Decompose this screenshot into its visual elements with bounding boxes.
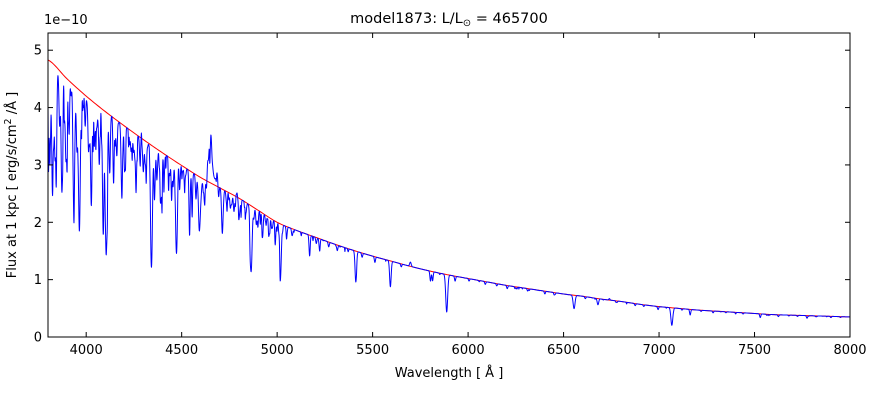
y-tick-label: 3	[34, 158, 42, 173]
series-layer	[47, 59, 851, 326]
y-tick-label: 1	[34, 273, 42, 288]
y-axis-offset-text: 1e−10	[44, 13, 88, 28]
x-tick-label: 5000	[261, 343, 294, 358]
sun-symbol: ⊙	[463, 18, 471, 29]
x-tick-label: 7500	[738, 343, 771, 358]
y-tick-label: 4	[34, 101, 42, 116]
axes-frame	[47, 32, 851, 338]
x-tick-label: 7000	[643, 343, 676, 358]
x-tick-label: 6500	[547, 343, 580, 358]
y-tick-label: 5	[34, 44, 42, 59]
y-tick-label: 2	[34, 216, 42, 231]
tick-labels: 4000 4500 5000 5500 6000 6500 7000 7500 8000 0 1 2 3…	[34, 44, 867, 358]
x-tick-label: 5500	[356, 343, 389, 358]
x-tick-label: 4000	[70, 343, 103, 358]
y-tick-label: 0	[34, 331, 42, 346]
x-tick-label: 8000	[833, 343, 866, 358]
x-tick-label: 6000	[452, 343, 485, 358]
x-tick-label: 4500	[165, 343, 198, 358]
model-spectrum-line	[47, 75, 851, 326]
x-axis-label: Wavelength [ Å ]	[395, 365, 504, 381]
chart-title: model1873: L/L⊙ = 465700	[350, 11, 548, 29]
tick-marks	[48, 33, 851, 338]
y-axis-label: Flux at 1 kpc [ erg/s/cm2 /Å ]	[3, 92, 20, 278]
